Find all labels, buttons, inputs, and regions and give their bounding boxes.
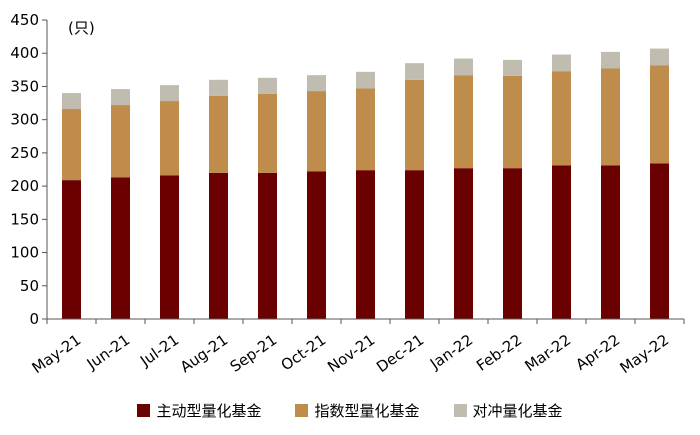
x-tick-label: Dec-21 [373,331,427,376]
x-tick-label: May-21 [29,331,85,377]
y-tick-label: 0 [29,310,39,328]
stacked-bar-chart: 0 50 100 150 200 250 300 350 400 450 May-21 Jun-21… [10,11,685,377]
x-tick-label: Sep-21 [227,331,281,376]
bars [62,48,669,319]
legend-label-index: 指数型量化基金 [314,401,420,420]
bar-segment-active [307,171,326,319]
bar-segment-index [160,101,179,176]
bar-segment-index [650,65,669,164]
legend-swatch-active [137,403,151,417]
x-tick-label: Aug-21 [177,331,231,377]
bar-segment-index [405,79,424,171]
bar-segment-hedge [454,58,473,76]
bar-segment-index [552,71,571,166]
x-tick-label: Nov-21 [324,331,378,376]
y-unit-label: (只) [68,19,95,37]
bar-segment-hedge [62,93,81,110]
legend: 主动型量化基金 指数型量化基金 对冲量化基金 [0,395,700,425]
bar-segment-index [307,91,326,172]
legend-item-index: 指数型量化基金 [295,400,420,421]
x-tick-label: May-22 [617,331,673,377]
bar-segment-active [503,168,522,319]
bar-segment-active [62,180,81,319]
bar-segment-index [258,93,277,173]
legend-swatch-hedge [453,403,467,417]
bar-segment-active [454,168,473,319]
y-tick-label: 100 [10,244,39,262]
bar-segment-active [552,165,571,319]
y-tick-label: 300 [10,111,39,129]
bar-segment-active [111,177,130,319]
bar-segment-hedge [650,48,669,66]
x-tick-label: Feb-22 [473,331,525,375]
bar-segment-active [209,172,228,319]
bar-segment-hedge [405,63,424,80]
x-tick-label: Apr-22 [572,331,623,374]
bar-segment-active [356,170,375,319]
bar-segment-index [356,88,375,171]
bar-segment-hedge [307,75,326,92]
legend-item-hedge: 对冲量化基金 [453,400,563,421]
x-tick-label: Jun-21 [83,331,133,374]
bar-segment-hedge [356,71,375,89]
y-axis: 0 50 100 150 200 250 300 350 400 450 [10,11,48,328]
bar-segment-hedge [503,59,522,76]
x-tick-label: Jan-22 [426,331,476,374]
bar-segment-hedge [111,89,130,106]
bar-segment-index [503,75,522,169]
bar-segment-index [62,109,81,181]
x-axis: May-21 Jun-21 Jul-21Aug-21Sep-21Oct-21Nov-… [29,318,685,377]
legend-item-active: 主动型量化基金 [137,400,261,421]
bar-segment-hedge [552,54,571,72]
bar-segment-index [454,75,473,169]
bar-segment-hedge [209,79,228,96]
y-tick-label: 450 [10,11,39,29]
bar-segment-active [258,172,277,319]
bar-segment-index [209,95,228,173]
legend-label-active: 主动型量化基金 [156,401,262,420]
bar-segment-index [111,105,130,178]
x-tick-label: Mar-22 [521,331,574,375]
bar-segment-hedge [601,51,620,69]
y-tick-label: 400 [10,44,39,62]
y-tick-label: 200 [10,177,39,195]
y-tick-label: 50 [20,277,39,295]
bar-segment-active [405,170,424,319]
legend-swatch-index [295,403,309,417]
bar-segment-index [601,68,620,166]
bar-segment-hedge [258,77,277,94]
legend-label-hedge: 对冲量化基金 [472,401,563,420]
bar-segment-hedge [160,85,179,102]
y-tick-label: 250 [10,144,39,162]
bar-segment-active [601,165,620,319]
bar-segment-active [650,163,669,319]
y-tick-label: 350 [10,77,39,95]
x-tick-label: Oct-21 [278,331,330,375]
bar-segment-active [160,175,179,319]
x-tick-label: Jul-21 [136,331,182,371]
y-tick-label: 150 [10,210,39,228]
